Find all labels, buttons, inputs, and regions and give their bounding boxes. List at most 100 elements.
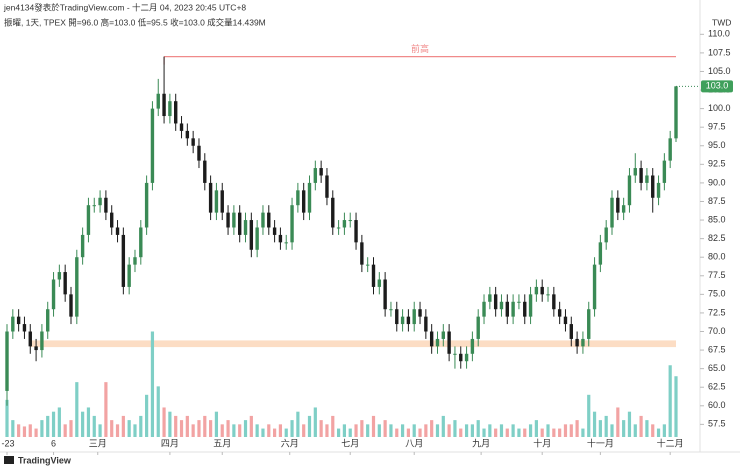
candle-body xyxy=(191,138,195,146)
candle-body xyxy=(557,309,562,317)
x-tick-label: 九月 xyxy=(472,438,490,448)
candle-body xyxy=(307,182,312,213)
candle-body xyxy=(156,93,160,109)
candle-body xyxy=(267,212,271,228)
volume-bar xyxy=(371,415,376,437)
candle-body xyxy=(243,220,248,235)
brand: TradingView xyxy=(18,455,72,465)
candle-body xyxy=(69,294,73,317)
candle-body xyxy=(92,205,96,207)
candle-body xyxy=(395,309,399,325)
volume-bar xyxy=(133,424,137,437)
candle-body xyxy=(301,190,306,213)
x-tick-label: 十月 xyxy=(533,437,551,448)
volume-bar xyxy=(284,428,288,437)
y-tick-label: 57.5 xyxy=(708,419,726,429)
volume-bar xyxy=(383,420,387,437)
y-tick-label: 72.5 xyxy=(708,307,726,317)
volume-bar xyxy=(360,420,364,437)
volume-bar xyxy=(127,420,131,437)
x-tick-label: 七月 xyxy=(341,438,359,448)
annotation: 前高 xyxy=(411,43,429,54)
volume-bar xyxy=(302,424,306,437)
candle-body xyxy=(80,234,85,258)
candle-body xyxy=(261,212,265,228)
candle-body xyxy=(546,294,550,296)
volume-bar xyxy=(627,411,632,437)
candle-body xyxy=(290,205,294,243)
volume-bar xyxy=(348,428,352,437)
candle-body xyxy=(144,182,149,228)
y-tick-label: 110.0 xyxy=(708,29,730,39)
candle-body xyxy=(488,294,492,302)
volume-bar xyxy=(46,415,50,437)
candle-body xyxy=(424,316,428,332)
candle-body xyxy=(336,227,341,229)
candle-body xyxy=(86,205,91,235)
volume-bar xyxy=(662,424,666,437)
volume-bar xyxy=(249,415,253,437)
candle-body xyxy=(208,182,213,213)
y-tick-label: 105.0 xyxy=(708,66,731,76)
candle-body xyxy=(371,264,376,287)
candle-body xyxy=(470,338,475,354)
y-tick-label: 80.0 xyxy=(708,252,726,262)
candle-body xyxy=(511,301,515,317)
volume-bar xyxy=(639,415,643,437)
volume-bar xyxy=(290,420,294,437)
x-tick-label: -23 xyxy=(1,438,14,448)
volume-bar xyxy=(610,424,614,437)
y-tick-label: 85.0 xyxy=(708,214,726,224)
candle-body xyxy=(214,190,219,213)
x-tick-label: 十一月 xyxy=(587,437,614,448)
candle-body xyxy=(406,316,411,325)
volume-bar xyxy=(57,407,61,437)
candle-body xyxy=(185,130,190,139)
y-tick-label: 67.5 xyxy=(708,344,726,354)
y-tick-label: 87.5 xyxy=(708,196,726,206)
candle-body xyxy=(493,294,498,310)
candle-body xyxy=(179,123,184,131)
volume-bar xyxy=(622,420,626,437)
volume-bar xyxy=(430,420,434,437)
volume-bar xyxy=(476,420,480,437)
candle-body xyxy=(534,286,539,295)
candle-body xyxy=(528,294,533,317)
candle-body xyxy=(575,338,579,347)
candle-body xyxy=(563,316,568,325)
candle-body xyxy=(499,301,504,310)
volume-bar xyxy=(354,424,358,437)
volume-bar xyxy=(139,415,143,437)
volume-bar xyxy=(616,407,620,437)
volume-bar xyxy=(81,411,85,437)
volume-bar xyxy=(453,420,457,437)
volume-bar xyxy=(389,424,393,437)
volume-bar xyxy=(331,415,335,437)
y-tick-label: 65.0 xyxy=(708,363,726,373)
candle-body xyxy=(75,257,79,317)
volume-bar xyxy=(92,415,96,437)
candle-body xyxy=(162,93,166,117)
volume-bar xyxy=(558,428,562,437)
volume-bar xyxy=(645,420,649,437)
volume-bar xyxy=(592,411,597,437)
volume-bar xyxy=(267,424,271,437)
volume-bar xyxy=(482,428,486,437)
volume-bar xyxy=(336,428,341,437)
y-tick-label: 77.5 xyxy=(708,270,726,280)
volume-bar xyxy=(569,424,573,437)
volume-bar xyxy=(63,424,67,437)
y-tick-label: 95.0 xyxy=(708,140,726,150)
x-tick-label: 八月 xyxy=(405,438,423,448)
volume-bar xyxy=(191,424,195,437)
candle-body xyxy=(482,301,486,317)
x-tick-label: 五月 xyxy=(213,438,231,448)
candle-body xyxy=(296,190,300,206)
volume-bar xyxy=(598,420,602,437)
volume-bar xyxy=(494,428,498,437)
candle-body xyxy=(412,309,416,325)
candle-body xyxy=(22,324,27,332)
candle-body xyxy=(383,279,387,310)
volume-bar xyxy=(307,415,312,437)
